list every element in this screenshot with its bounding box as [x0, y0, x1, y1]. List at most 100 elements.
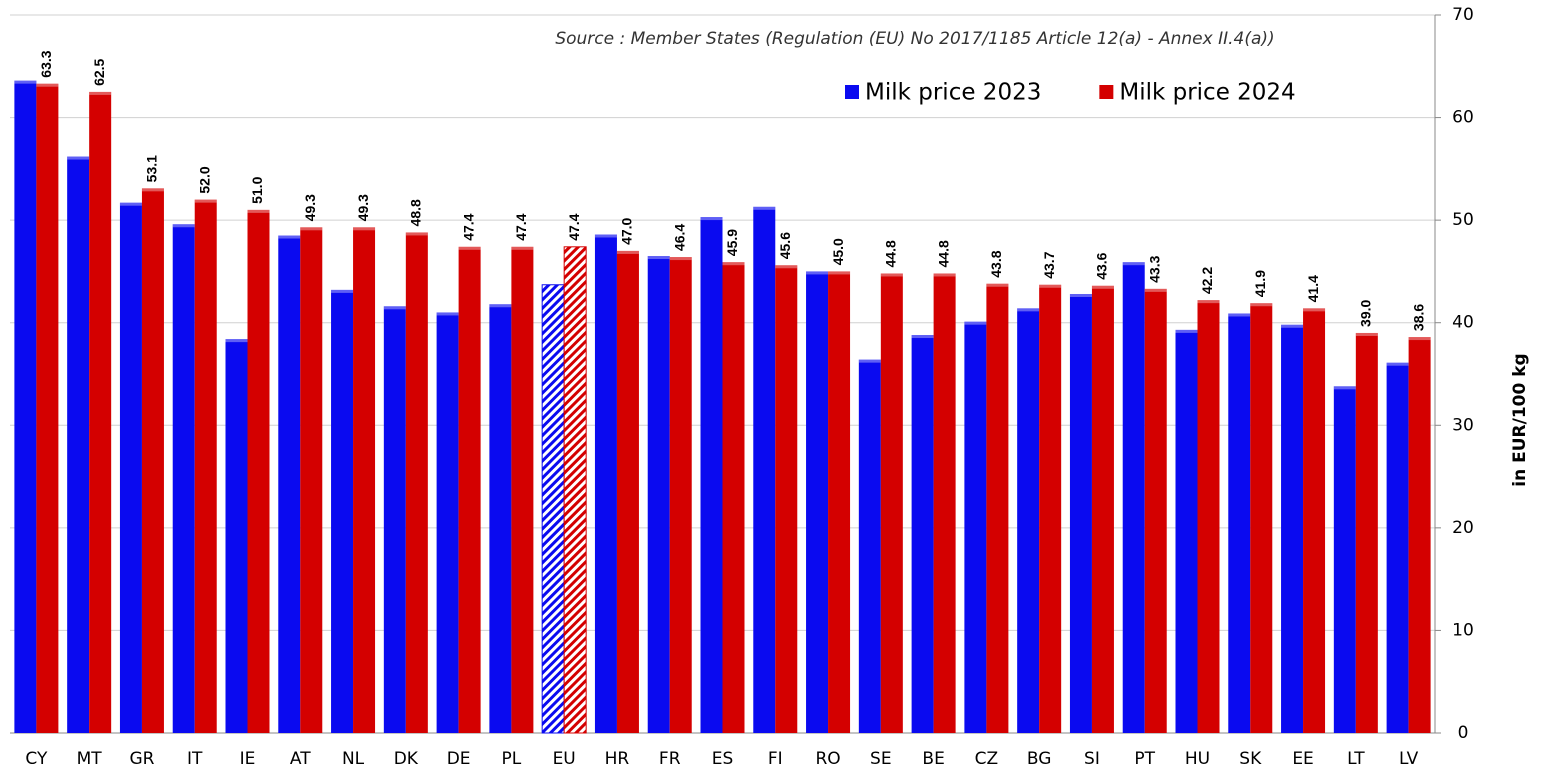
bar: [647, 256, 670, 733]
x-tick-label: EE: [1292, 749, 1313, 769]
x-tick-label: IT: [187, 749, 203, 769]
bar: [563, 246, 587, 734]
y-tick-label: 10: [1452, 620, 1474, 640]
bar-highlight: [753, 206, 776, 210]
bar: [964, 321, 987, 733]
bar-highlight: [172, 224, 195, 228]
bar-highlight: [194, 199, 217, 203]
x-tick-label: FI: [768, 749, 783, 769]
data-label: 51.0: [249, 176, 265, 203]
data-label: 49.3: [302, 194, 318, 221]
bar: [616, 250, 639, 733]
bar-highlight: [1355, 332, 1378, 336]
data-label: 47.4: [513, 213, 529, 240]
bar-highlight: [669, 257, 692, 261]
bar: [858, 359, 881, 733]
x-tick-label: IE: [240, 749, 256, 769]
bar-highlight: [911, 335, 934, 339]
data-label: 45.6: [777, 232, 793, 259]
y-tick-label: 70: [1452, 5, 1474, 25]
bar: [594, 234, 617, 733]
legend-label: Milk price 2024: [1119, 80, 1295, 106]
bar: [722, 262, 745, 733]
bar: [331, 289, 354, 733]
bar: [194, 199, 217, 734]
y-axis-label: in EUR/100 kg: [1510, 353, 1530, 486]
x-tick-label: FR: [659, 749, 681, 769]
data-label: 41.4: [1305, 275, 1321, 302]
bar-highlight: [383, 306, 406, 310]
data-label: 63.3: [38, 50, 54, 77]
bar-highlight: [278, 235, 301, 239]
bar-highlight: [1069, 293, 1092, 297]
x-tick-label: RO: [815, 749, 840, 769]
bar-highlight: [331, 289, 354, 293]
x-tick-label: PL: [502, 749, 522, 769]
bar: [880, 273, 903, 733]
bar-highlight: [436, 312, 459, 316]
data-label: 41.9: [1252, 270, 1268, 297]
bar: [806, 271, 829, 733]
bar: [489, 304, 512, 733]
source-note: Source : Member States (Regulation (EU) …: [555, 29, 1274, 49]
bar: [89, 91, 112, 733]
bar: [775, 265, 798, 733]
bar: [141, 188, 164, 734]
x-tick-label: NL: [342, 749, 365, 769]
data-label: 52.0: [196, 166, 212, 193]
data-label: 43.8: [988, 250, 1004, 277]
x-tick-label: PT: [1134, 749, 1155, 769]
data-label: 44.8: [935, 240, 951, 267]
bar-highlight: [828, 271, 851, 275]
x-tick-label: ES: [712, 749, 734, 769]
bar-highlight: [458, 246, 481, 250]
bar: [986, 283, 1009, 733]
bar: [119, 202, 142, 734]
y-tick-label: 40: [1452, 313, 1474, 333]
bar-highlight: [353, 227, 376, 231]
bar: [36, 83, 59, 734]
data-label: 49.3: [355, 194, 371, 221]
bar-highlight: [67, 156, 90, 160]
x-tick-label: HU: [1185, 749, 1210, 769]
bar: [1091, 285, 1114, 733]
bar: [172, 224, 195, 733]
x-tick-label: LV: [1399, 749, 1419, 769]
bar: [1039, 284, 1062, 733]
x-tick-label: BG: [1027, 749, 1052, 769]
bar: [1408, 337, 1431, 733]
x-tick-label: MT: [77, 749, 103, 769]
bar-highlight: [1017, 308, 1040, 312]
y-tick-label: 20: [1452, 518, 1474, 538]
x-tick-label: EU: [553, 749, 576, 769]
data-label: 46.4: [671, 224, 687, 251]
bar-highlight: [1091, 285, 1114, 289]
data-label: 43.3: [1146, 255, 1162, 282]
bar-highlight: [1228, 313, 1251, 317]
bar-highlight: [647, 256, 670, 260]
bar-highlight: [1250, 303, 1273, 307]
bar-highlight: [36, 83, 59, 87]
bar-highlight: [1333, 386, 1356, 390]
bar: [1197, 300, 1220, 733]
x-tick-label: SE: [870, 749, 892, 769]
data-label: 43.6: [1094, 252, 1110, 279]
bar: [753, 206, 776, 733]
bar-highlight: [700, 217, 723, 221]
data-label: 47.4: [566, 213, 582, 240]
bar-highlight: [964, 321, 987, 325]
x-tick-label: DK: [394, 749, 419, 769]
bar-highlight: [616, 250, 639, 254]
bar: [1303, 308, 1326, 733]
data-label: 39.0: [1358, 300, 1374, 327]
data-label: 47.0: [619, 217, 635, 244]
data-label: 48.8: [408, 199, 424, 226]
bar: [828, 271, 851, 733]
bar: [1122, 262, 1145, 733]
bar: [700, 217, 723, 733]
bar-highlight: [594, 234, 617, 238]
x-tick-label: BE: [922, 749, 944, 769]
bar-highlight: [1281, 324, 1304, 328]
bar: [300, 227, 323, 733]
